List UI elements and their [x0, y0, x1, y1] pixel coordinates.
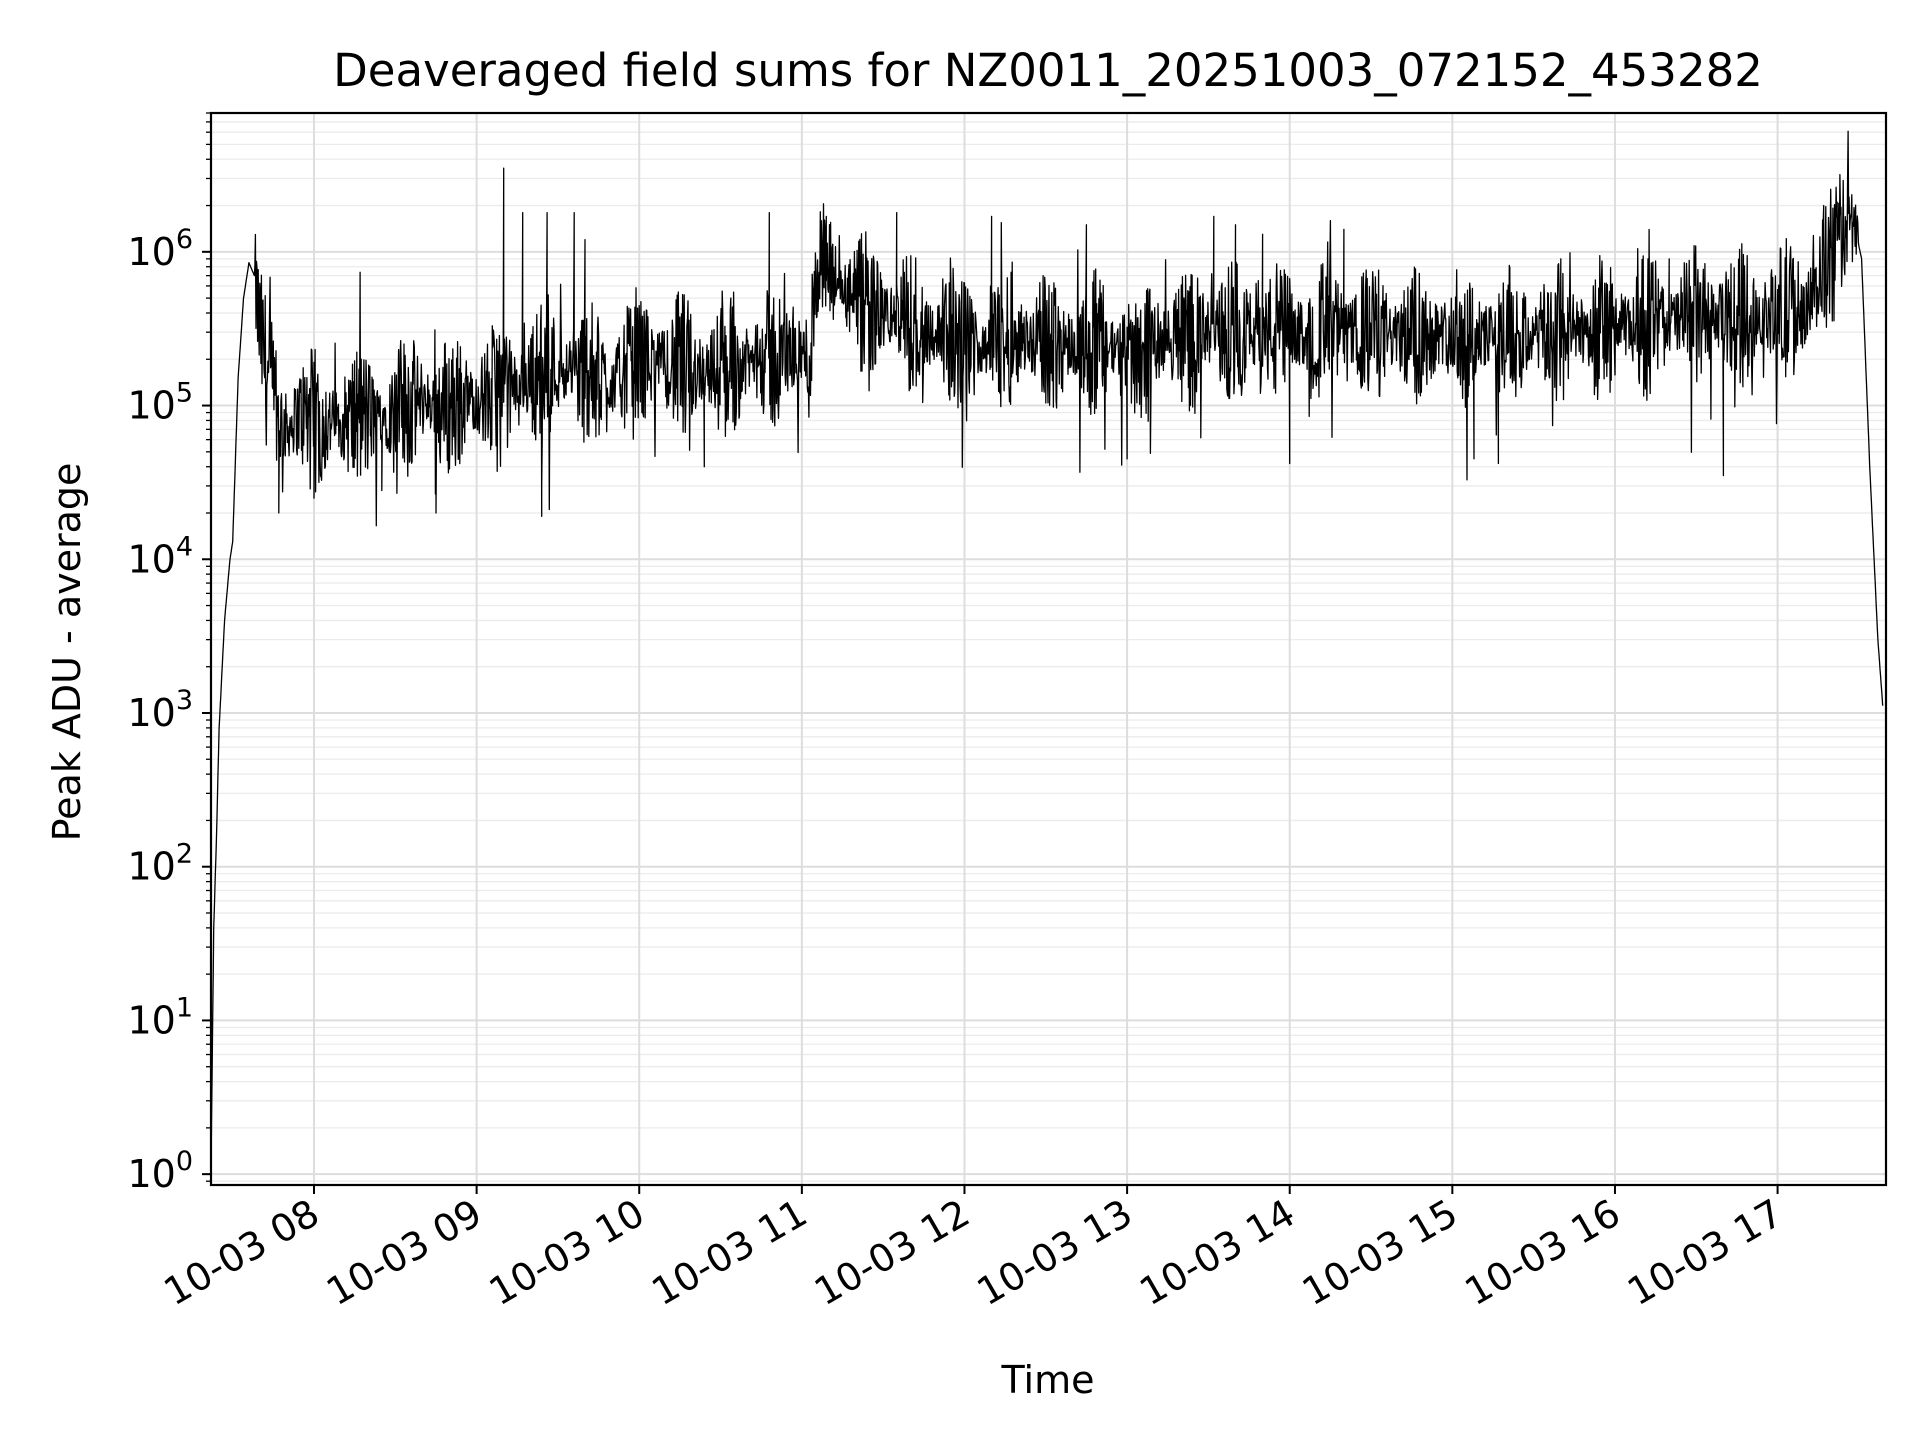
series-line	[211, 130, 1884, 1175]
plot-frame	[209, 111, 1888, 1187]
y-tick-label: 100	[127, 1146, 193, 1196]
chart-title: Deaveraged field sums for NZ0011_2025100…	[333, 44, 1763, 97]
y-axis-label: Peak ADU - average	[45, 463, 89, 842]
x-axis-label: Time	[1001, 1358, 1095, 1402]
